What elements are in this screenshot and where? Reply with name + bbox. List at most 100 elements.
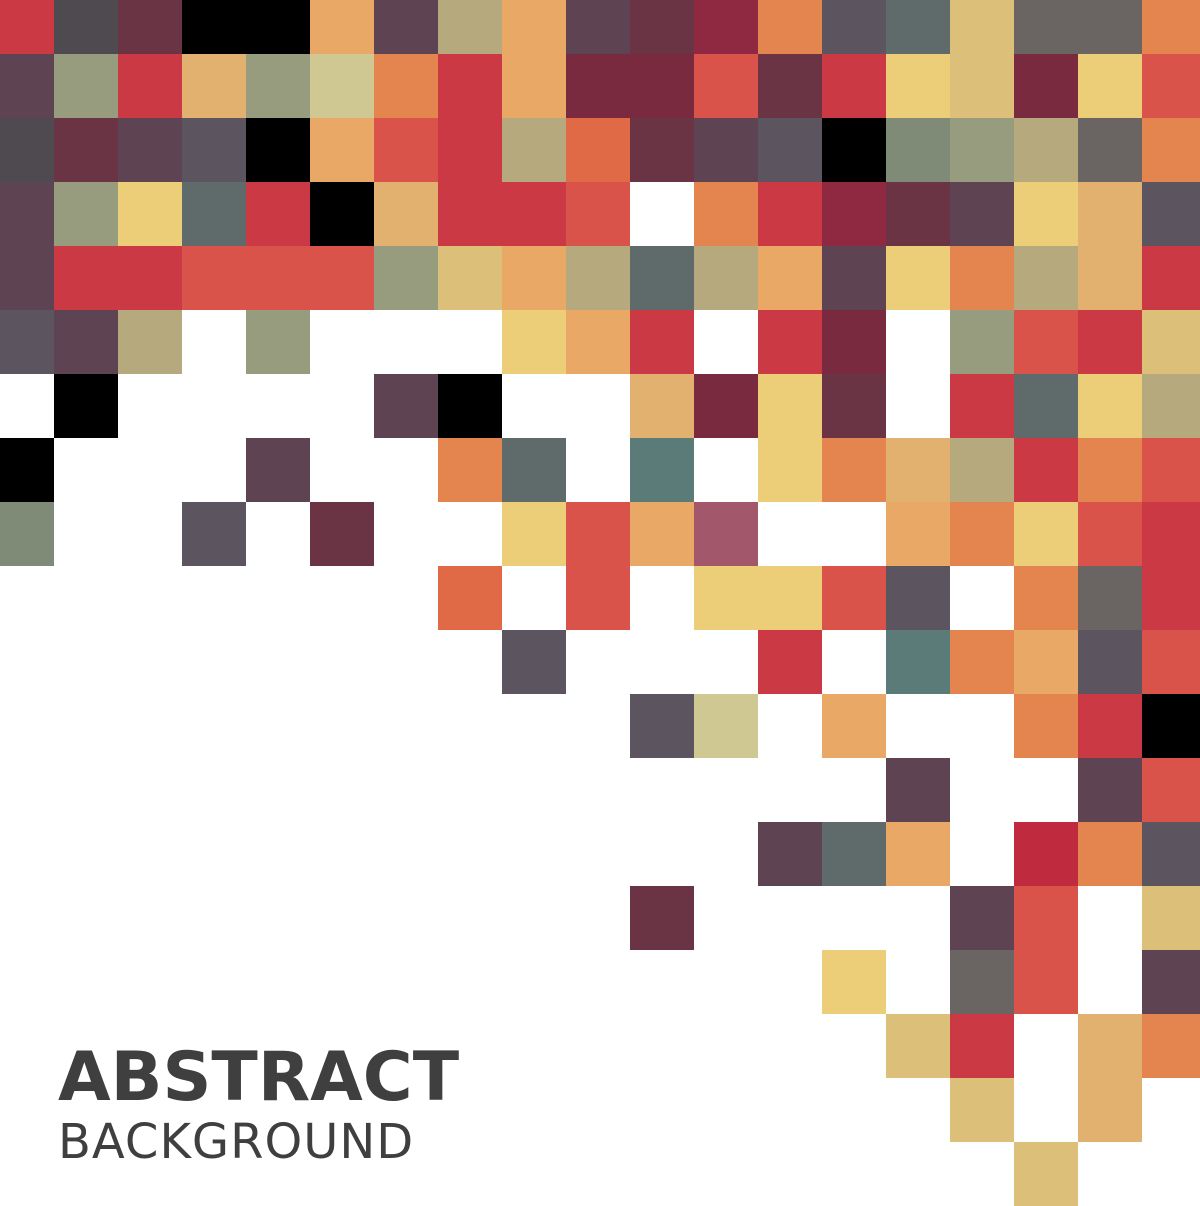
- mosaic-tile: [950, 310, 1014, 374]
- mosaic-tile: [886, 438, 950, 502]
- mosaic-tile: [694, 566, 758, 630]
- mosaic-tile: [502, 630, 566, 694]
- mosaic-tile: [1078, 118, 1142, 182]
- mosaic-tile: [502, 118, 566, 182]
- mosaic-tile: [310, 246, 374, 310]
- mosaic-tile: [630, 694, 694, 758]
- mosaic-tile: [1142, 438, 1200, 502]
- mosaic-tile: [1078, 566, 1142, 630]
- mosaic-tile: [886, 54, 950, 118]
- mosaic-tile: [1014, 694, 1078, 758]
- mosaic-tile: [758, 246, 822, 310]
- mosaic-tile: [1078, 822, 1142, 886]
- mosaic-tile: [950, 1078, 1014, 1142]
- mosaic-tile: [694, 118, 758, 182]
- mosaic-tile: [758, 822, 822, 886]
- mosaic-tile: [566, 0, 630, 54]
- mosaic-tile: [1142, 54, 1200, 118]
- mosaic-tile: [438, 0, 502, 54]
- mosaic-tile: [886, 1014, 950, 1078]
- mosaic-tile: [1078, 1078, 1142, 1142]
- mosaic-tile: [758, 630, 822, 694]
- mosaic-tile: [182, 246, 246, 310]
- mosaic-tile: [438, 118, 502, 182]
- mosaic-tile: [54, 0, 118, 54]
- mosaic-tile: [246, 118, 310, 182]
- mosaic-tile: [54, 182, 118, 246]
- mosaic-tile: [758, 438, 822, 502]
- mosaic-tile: [438, 182, 502, 246]
- mosaic-tile: [0, 118, 54, 182]
- mosaic-tile: [1078, 182, 1142, 246]
- mosaic-tile: [822, 950, 886, 1014]
- mosaic-tile: [0, 0, 54, 54]
- mosaic-tile: [118, 310, 182, 374]
- mosaic-tile: [822, 310, 886, 374]
- mosaic-tile: [1078, 246, 1142, 310]
- mosaic-tile: [118, 182, 182, 246]
- mosaic-tile: [950, 54, 1014, 118]
- mosaic-tile: [694, 246, 758, 310]
- mosaic-tile: [630, 246, 694, 310]
- mosaic-tile: [694, 694, 758, 758]
- mosaic-tile: [1142, 886, 1200, 950]
- mosaic-tile: [886, 502, 950, 566]
- mosaic-tile: [1142, 374, 1200, 438]
- mosaic-tile: [1014, 502, 1078, 566]
- mosaic-tile: [502, 54, 566, 118]
- mosaic-tile: [310, 118, 374, 182]
- mosaic-tile: [118, 246, 182, 310]
- mosaic-tile: [950, 0, 1014, 54]
- mosaic-tile: [566, 310, 630, 374]
- mosaic-tile: [1014, 950, 1078, 1014]
- mosaic-tile: [950, 438, 1014, 502]
- mosaic-tile: [1014, 630, 1078, 694]
- mosaic-tile: [374, 182, 438, 246]
- mosaic-tile: [822, 374, 886, 438]
- mosaic-tile: [630, 502, 694, 566]
- mosaic-tile: [182, 502, 246, 566]
- mosaic-tile: [374, 374, 438, 438]
- mosaic-tile: [630, 374, 694, 438]
- mosaic-tile: [822, 0, 886, 54]
- mosaic-tile: [54, 54, 118, 118]
- mosaic-tile: [1142, 502, 1200, 566]
- mosaic-tile: [182, 54, 246, 118]
- mosaic-tile: [1142, 118, 1200, 182]
- mosaic-tile: [950, 182, 1014, 246]
- mosaic-tile: [1014, 1142, 1078, 1206]
- mosaic-tile: [950, 374, 1014, 438]
- mosaic-tile: [502, 246, 566, 310]
- mosaic-tile: [438, 54, 502, 118]
- mosaic-tile: [1142, 822, 1200, 886]
- mosaic-tile: [118, 0, 182, 54]
- mosaic-tile: [1078, 758, 1142, 822]
- mosaic-tile: [822, 694, 886, 758]
- mosaic-tile: [950, 502, 1014, 566]
- mosaic-tile: [438, 374, 502, 438]
- mosaic-tile: [54, 118, 118, 182]
- mosaic-tile: [1142, 246, 1200, 310]
- mosaic-tile: [118, 118, 182, 182]
- mosaic-tile: [1014, 310, 1078, 374]
- mosaic-tile: [758, 118, 822, 182]
- mosaic-tile: [1078, 1014, 1142, 1078]
- mosaic-tile: [1142, 758, 1200, 822]
- mosaic-tile: [1014, 246, 1078, 310]
- mosaic-tile: [694, 54, 758, 118]
- mosaic-tile: [310, 182, 374, 246]
- mosaic-tile: [310, 0, 374, 54]
- mosaic-tile: [246, 438, 310, 502]
- mosaic-tile: [694, 374, 758, 438]
- mosaic-tile: [502, 502, 566, 566]
- mosaic-tile: [886, 246, 950, 310]
- mosaic-tile: [246, 0, 310, 54]
- mosaic-tile: [310, 502, 374, 566]
- mosaic-tile: [374, 118, 438, 182]
- mosaic-tile: [0, 502, 54, 566]
- title-abstract: ABSTRACT: [58, 1038, 460, 1117]
- mosaic-tile: [822, 822, 886, 886]
- mosaic-tile: [502, 310, 566, 374]
- mosaic-tile: [1142, 694, 1200, 758]
- mosaic-tile: [694, 182, 758, 246]
